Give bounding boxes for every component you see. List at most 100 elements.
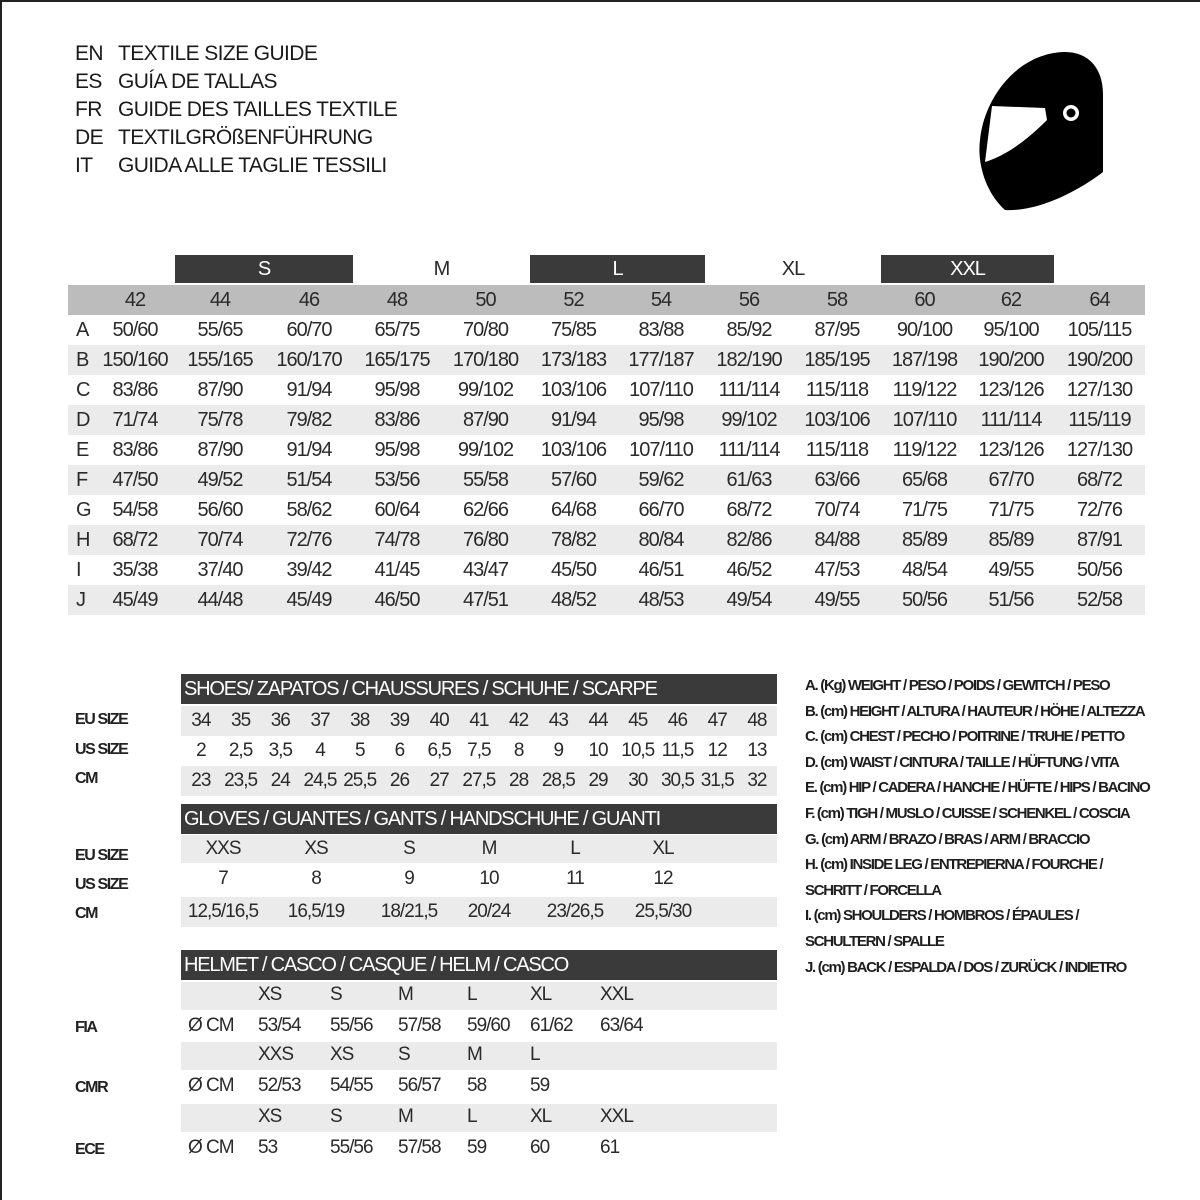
- table-cell: 87/95: [814, 318, 860, 341]
- table-cell: 57/60: [530, 465, 618, 495]
- helmet-size-row: XXS XS S M L: [181, 1042, 777, 1070]
- shoe-cm-value: 29: [588, 770, 608, 791]
- shoe-us-value: 10: [588, 740, 608, 761]
- row-letter: A: [76, 318, 89, 341]
- shoe-eu-value: 42: [509, 710, 529, 731]
- table-cell: 43/47: [462, 558, 509, 581]
- helmet-cm: 54/55: [330, 1075, 374, 1096]
- table-cell: 91/94: [286, 438, 332, 461]
- helmet-size: L: [467, 1106, 478, 1127]
- table-cell: 105/115: [1067, 318, 1133, 341]
- glove-eu-value: M: [481, 838, 498, 859]
- table-cell: 59/62: [617, 465, 706, 495]
- size-number: 42: [95, 285, 175, 315]
- table-cell: 49/55: [793, 585, 882, 615]
- helmet-size: XXS: [258, 1044, 294, 1065]
- helmet-size: M: [467, 1044, 483, 1065]
- glove-cm-value: 23/26,5: [546, 901, 604, 922]
- shoe-eu-value: 46: [667, 710, 688, 731]
- table-cell: 53/56: [353, 465, 441, 495]
- helmet-size: XL: [530, 984, 552, 1005]
- table-cell: 84/88: [793, 525, 882, 555]
- table-cell: 71/74: [95, 405, 175, 435]
- table-cell: 190/200: [968, 345, 1055, 375]
- table-cell: 74/78: [353, 525, 441, 555]
- legend-item: A. (Kg) WEIGHT / PESO / POIDS / GEWITCH …: [805, 677, 1111, 694]
- table-cell: 160/170: [265, 345, 353, 375]
- table-row: G 54/58 56/60 58/62 60/64 62/66 64/68 66/70 68/7…: [68, 495, 1145, 525]
- table-cell: 115/119: [1054, 405, 1146, 435]
- legend-item: F. (cm) TIGH / MUSLO / CUISSE / SCHENKEL…: [805, 804, 1131, 822]
- table-cell: 85/89: [968, 525, 1055, 555]
- legend-item: SCHULTERN / SPALLE: [805, 932, 945, 950]
- shoe-us-value: 2,5: [228, 740, 253, 761]
- shoe-cm-value: 25,5: [343, 770, 377, 791]
- shoe-us-value: 9: [553, 740, 565, 761]
- table-cell: 185/195: [793, 345, 882, 375]
- glove-us-value: 7: [218, 868, 229, 889]
- helmet-cm: 58: [467, 1075, 487, 1096]
- table-cell: 83/86: [112, 378, 158, 401]
- glove-us-value: 9: [404, 868, 415, 889]
- table-cell: 155/165: [175, 345, 265, 375]
- size-number: 54: [617, 285, 706, 315]
- helmet-section: HELMET / CASCO / CASQUE / HELM / CASCO X…: [181, 950, 777, 1170]
- table-cell: 115/118: [805, 378, 869, 401]
- table-cell: 70/80: [462, 318, 509, 341]
- table-cell: 49/52: [175, 465, 265, 495]
- table-cell: 61/63: [705, 465, 794, 495]
- table-cell: 95/98: [374, 378, 420, 401]
- shoe-eu-value: 39: [389, 710, 410, 731]
- shoe-cm-value: 27: [429, 770, 450, 791]
- helmet-size-row: XS S M L XL XXL: [181, 982, 777, 1010]
- table-cell: 39/42: [286, 558, 332, 581]
- helmet-standard-label: CMR: [75, 1079, 109, 1096]
- helmet-cm: 59: [530, 1075, 550, 1096]
- table-cell: 48/52: [530, 585, 618, 615]
- glove-eu-value: XS: [304, 838, 328, 859]
- glove-us-value: 11: [566, 868, 585, 889]
- title-text: TEXTILGRÖßENFÜHRUNG: [118, 126, 373, 149]
- glove-cm-value: 20/24: [467, 901, 512, 922]
- glove-eu-value: XL: [652, 838, 674, 859]
- language-code: IT: [75, 154, 93, 177]
- table-cell: 83/86: [112, 438, 158, 461]
- table-row: F 47/50 49/52 51/54 53/56 55/58 57/60 59/62 61/6…: [68, 465, 1146, 495]
- table-cell: 68/72: [95, 525, 175, 555]
- table-cell: 115/118: [805, 438, 869, 461]
- helmet-size: XS: [258, 1106, 282, 1127]
- row-letter: D: [68, 405, 95, 435]
- legend-item: G. (cm) ARM / BRAZO / BRAS / ARM / BRACC…: [805, 830, 1091, 848]
- title-line: ES GUÍA DE TALLAS: [75, 68, 397, 96]
- size-number: 52: [530, 285, 618, 315]
- row-letter: H: [68, 525, 95, 555]
- helmet-cm: 53/54: [258, 1015, 302, 1036]
- table-cell: 55/58: [441, 465, 531, 495]
- shoe-cm-value: 32: [747, 770, 767, 791]
- helmet-unit: Ø CM: [188, 1015, 235, 1036]
- table-row: H 68/72 70/74 72/76 74/78 76/80 78/82 80/84 82/8…: [68, 525, 1146, 555]
- table-cell: 48/54: [901, 558, 948, 581]
- shoes-section: SHOES/ ZAPATOS / CHAUSSURES / SCHUHE / S…: [181, 674, 777, 796]
- shoe-us-value: 2: [196, 740, 207, 761]
- helmet-icon: [979, 51, 1103, 211]
- gloves-header: GLOVES / GUANTES / GANTS / HANDSCHUHE / …: [181, 804, 777, 834]
- table-cell: 54/58: [112, 498, 158, 521]
- legend-item: E. (cm) HIP / CADERA / HANCHE / HÜFTE / …: [805, 779, 1151, 797]
- title-block: EN TEXTILE SIZE GUIDE ES GUÍA DE TALLAS FR GU…: [75, 40, 398, 180]
- title-line: EN TEXTILE SIZE GUIDE: [75, 40, 397, 68]
- helmet-size: L: [467, 984, 478, 1005]
- table-cell: 52/58: [1054, 585, 1146, 615]
- table-cell: 51/54: [265, 465, 353, 495]
- table-cell: 68/72: [1054, 465, 1146, 495]
- table-cell: 99/102: [457, 378, 514, 401]
- helmet-size: M: [398, 984, 414, 1005]
- empty-cell: [1054, 255, 1145, 283]
- table-cell: 119/122: [892, 438, 958, 461]
- table-cell: 107/110: [629, 438, 694, 461]
- gloves-section: GLOVES / GUANTES / GANTS / HANDSCHUHE / …: [181, 804, 777, 927]
- table-cell: 173/183: [530, 345, 618, 375]
- shoes-cm-label: CM: [75, 770, 98, 787]
- table-cell: 123/126: [978, 378, 1044, 401]
- table-cell: 67/70: [968, 465, 1055, 495]
